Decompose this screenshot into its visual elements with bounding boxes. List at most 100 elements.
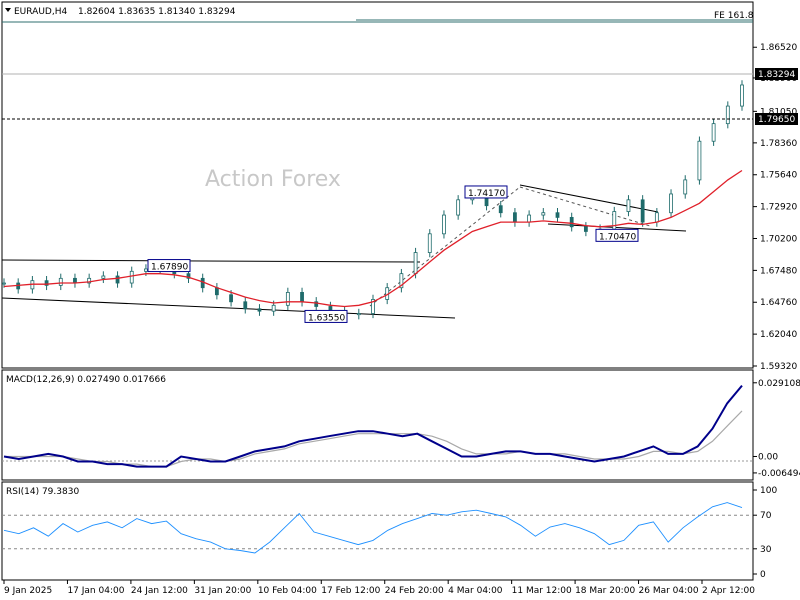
candle-body — [456, 199, 461, 216]
candle-body — [427, 233, 432, 253]
candle-body — [711, 123, 716, 142]
price-tick-label: 1.86520 — [760, 43, 797, 53]
rsi-tick-label: 100 — [760, 486, 777, 496]
candle-body — [697, 140, 702, 181]
current-price-box — [755, 68, 798, 80]
candle-body — [498, 205, 503, 214]
candle-body — [740, 84, 744, 107]
time-tick-label: 10 Feb 04:00 — [258, 586, 317, 596]
time-tick-label: 11 Mar 12:00 — [512, 586, 572, 596]
candle-body — [371, 299, 375, 314]
time-tick-label: 4 Mar 04:00 — [448, 586, 503, 596]
price-tick-label: 1.59320 — [760, 362, 797, 372]
candle-body — [527, 214, 532, 223]
time-tick-label: 2 Apr 12:00 — [702, 586, 755, 596]
price-tick-label: 1.67480 — [760, 266, 797, 276]
time-tick-label: 9 Jan 2025 — [4, 586, 52, 596]
time-axis: 9 Jan 2025 17 Jan 04:00 24 Jan 12:00 31 Jan… — [3, 580, 755, 596]
price-tick-label: 1.81050 — [760, 107, 797, 117]
lower-channel-line — [1, 297, 456, 319]
price-axis: 1.865201.839001.810501.783601.756401.729… — [753, 43, 797, 372]
rsi-tick-label: 70 — [760, 511, 772, 521]
time-tick-label: 17 Jan 04:00 — [67, 586, 124, 596]
annotation-label: 1.74170 — [468, 189, 505, 199]
time-tick-label: 24 Jan 12:00 — [131, 586, 188, 596]
macd-axis: 0.029108 0.00 -0.006494 — [753, 379, 800, 479]
price-tick-label: 1.70200 — [760, 234, 797, 244]
candle-body — [229, 294, 233, 303]
candle-body — [583, 226, 588, 232]
time-tick-label: 24 Feb 20:00 — [385, 586, 444, 596]
candle-body — [214, 287, 219, 296]
rsi-tick-label: 0 — [760, 570, 766, 580]
level-price-label: 1.79650 — [758, 115, 795, 125]
price-tick-label: 1.78360 — [760, 139, 797, 149]
candle-body — [399, 273, 404, 289]
price-tick-label: 1.75640 — [760, 171, 797, 181]
candle-body — [612, 211, 617, 230]
annotation-box — [147, 259, 191, 273]
current-price-label: 1.83294 — [758, 70, 795, 80]
fe-label: FE 161.8 — [714, 11, 754, 21]
candle-body — [115, 275, 120, 284]
candle-body — [626, 199, 631, 212]
level-price-box — [755, 113, 798, 125]
candle-body — [725, 105, 730, 125]
header-ohlc: 1.82604 1.83635 1.81340 1.83294 — [78, 7, 236, 17]
watermark: Action Forex — [205, 167, 341, 192]
upper-channel-line — [1, 259, 421, 263]
dashed-corrective-line — [519, 186, 651, 227]
candle-body — [413, 252, 418, 275]
candle-body — [87, 277, 92, 284]
upper-triangle-line — [519, 184, 659, 213]
candle-body — [200, 277, 205, 289]
candle-body — [58, 277, 63, 286]
price-tick-label: 1.64760 — [760, 298, 797, 308]
candle-body — [442, 214, 446, 235]
dashed-rally-line — [369, 186, 521, 307]
annotation-label: 1.63550 — [308, 313, 345, 323]
candle-body — [669, 193, 673, 214]
candle-body — [243, 301, 248, 310]
price-annotations: 1.67890 1.63550 1.74170 1.70470 — [147, 185, 639, 323]
candle-body — [640, 199, 645, 223]
rsi-line — [3, 502, 743, 554]
time-tick-label: 31 Jan 20:00 — [194, 586, 251, 596]
candle-body — [144, 268, 148, 272]
dropdown-triangle-icon[interactable] — [5, 8, 11, 12]
annotation-label: 1.70470 — [599, 232, 636, 242]
header-symbol: EURAUD,H4 — [14, 7, 67, 17]
moving-average-line — [3, 169, 743, 308]
macd-tick-label: 0.029108 — [758, 379, 800, 389]
candle-body — [300, 292, 304, 303]
annotation-label: 1.67890 — [151, 263, 188, 273]
candle-body — [129, 270, 134, 284]
candle-body — [654, 212, 659, 223]
macd-signal-line — [4, 410, 743, 468]
annotation-box — [595, 228, 639, 242]
macd-tick-label: 0.00 — [758, 452, 778, 462]
candle-body — [555, 212, 560, 218]
macd-label: MACD(12,26,9) 0.027490 0.017666 — [6, 375, 166, 385]
candle-body — [356, 313, 361, 316]
price-tick-label: 1.62040 — [760, 330, 797, 340]
macd-panel-frame — [1, 369, 754, 481]
time-tick-label: 18 Mar 20:00 — [575, 586, 635, 596]
candle-body — [569, 217, 574, 228]
price-panel-frame — [1, 1, 754, 369]
candle-body — [541, 212, 546, 216]
candle-body — [271, 304, 276, 312]
candle-body — [186, 273, 191, 279]
price-tick-label: 1.72920 — [760, 203, 797, 213]
candle-body — [513, 212, 517, 223]
rsi-tick-label: 30 — [760, 545, 772, 555]
macd-main-line — [3, 384, 743, 468]
annotation-box — [464, 185, 508, 199]
rsi-label: RSI(14) 79.3830 — [6, 487, 79, 497]
time-tick-label: 17 Feb 12:00 — [321, 586, 380, 596]
annotation-box — [304, 309, 348, 323]
candle-body — [44, 280, 49, 286]
price-candles — [2, 80, 744, 320]
trendlines — [1, 184, 687, 319]
